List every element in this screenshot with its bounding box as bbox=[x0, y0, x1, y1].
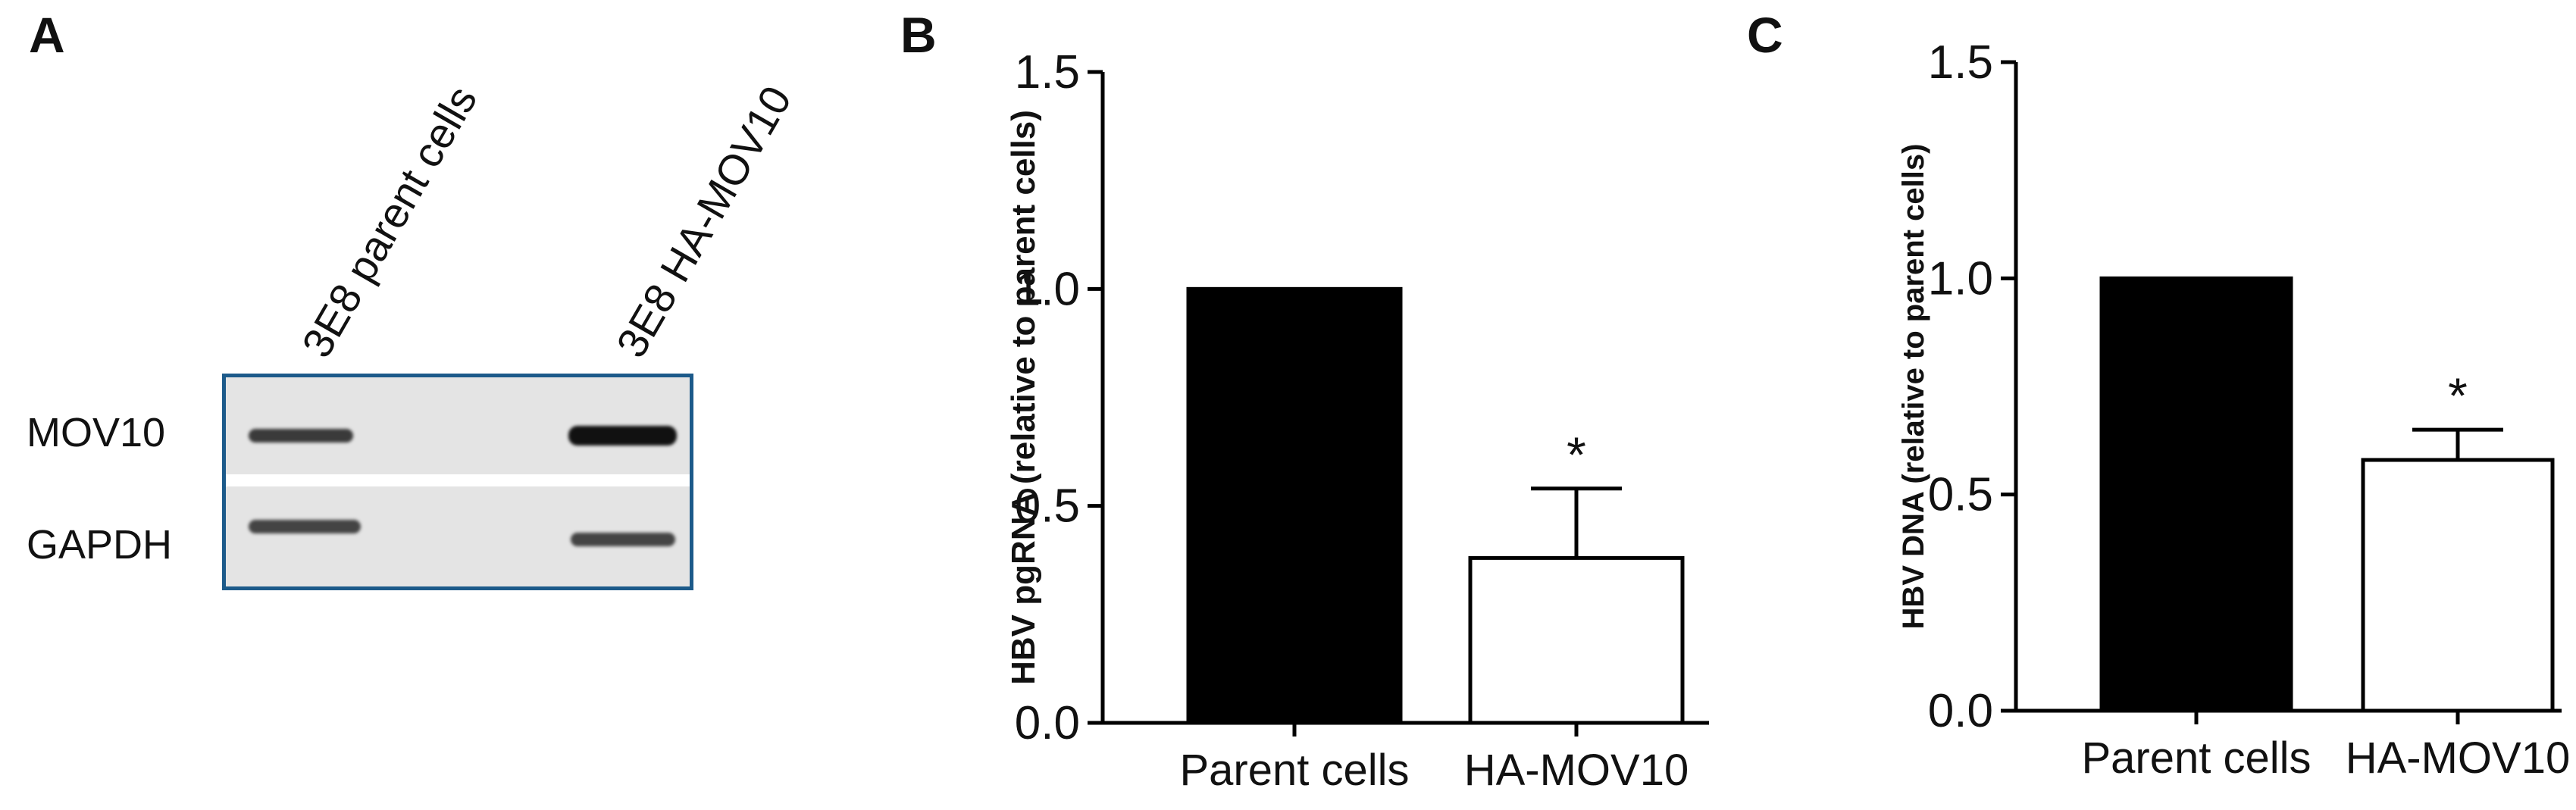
row-label-mov10: MOV10 bbox=[27, 410, 166, 455]
bar-0 bbox=[2099, 276, 2293, 713]
y-tick-label: 0.0 bbox=[1928, 685, 1993, 737]
panel-c-letter: C bbox=[1747, 7, 1783, 63]
category-label-0: Parent cells bbox=[2081, 733, 2311, 783]
y-tick-label: 0.5 bbox=[1928, 469, 1993, 521]
y-tick-label: 1.5 bbox=[1015, 46, 1080, 99]
chart-b: 0.0 0.5 1.0 1.5 HBV pgRNA (relative to paren… bbox=[1005, 46, 1709, 795]
band-gapdh-ha bbox=[571, 533, 675, 546]
y-axis-label: HBV DNA (relative to parent cells) bbox=[1897, 144, 1930, 630]
category-label-1: HA-MOV10 bbox=[2346, 733, 2571, 783]
band-mov10-parent bbox=[249, 429, 353, 443]
panel-a-letter: A bbox=[29, 7, 65, 63]
y-tick-label: 1.0 bbox=[1015, 263, 1080, 315]
band-mov10-ha bbox=[568, 426, 677, 446]
lane-label-parent: 3E8 parent cells bbox=[292, 77, 487, 365]
bar-0 bbox=[1186, 286, 1403, 725]
row-label-gapdh: GAPDH bbox=[27, 522, 173, 568]
western-blot bbox=[222, 374, 693, 590]
chart-c: 0.0 0.5 1.0 1.5 HBV DNA (relative to parent … bbox=[1897, 36, 2571, 783]
category-label-1: HA-MOV10 bbox=[1464, 746, 1689, 795]
significance-marker-1: * bbox=[2448, 367, 2468, 424]
y-tick-label: 1.5 bbox=[1928, 36, 1993, 89]
y-tick-label: 0.0 bbox=[1015, 697, 1080, 749]
band-gapdh-parent bbox=[249, 520, 361, 533]
blot-separator bbox=[226, 474, 690, 486]
y-tick-label: 0.5 bbox=[1015, 480, 1080, 533]
bar-1 bbox=[1468, 555, 1685, 725]
lane-label-ha-mov10: 3E8 HA-MOV10 bbox=[606, 77, 801, 365]
bar-1 bbox=[2361, 458, 2555, 713]
category-label-0: Parent cells bbox=[1179, 746, 1409, 795]
y-axis-label: HBV pgRNA (relative to parent cells) bbox=[1005, 110, 1042, 685]
significance-marker-1: * bbox=[1567, 427, 1586, 483]
y-tick-label: 1.0 bbox=[1928, 252, 1993, 305]
panel-b-letter: B bbox=[900, 7, 937, 63]
